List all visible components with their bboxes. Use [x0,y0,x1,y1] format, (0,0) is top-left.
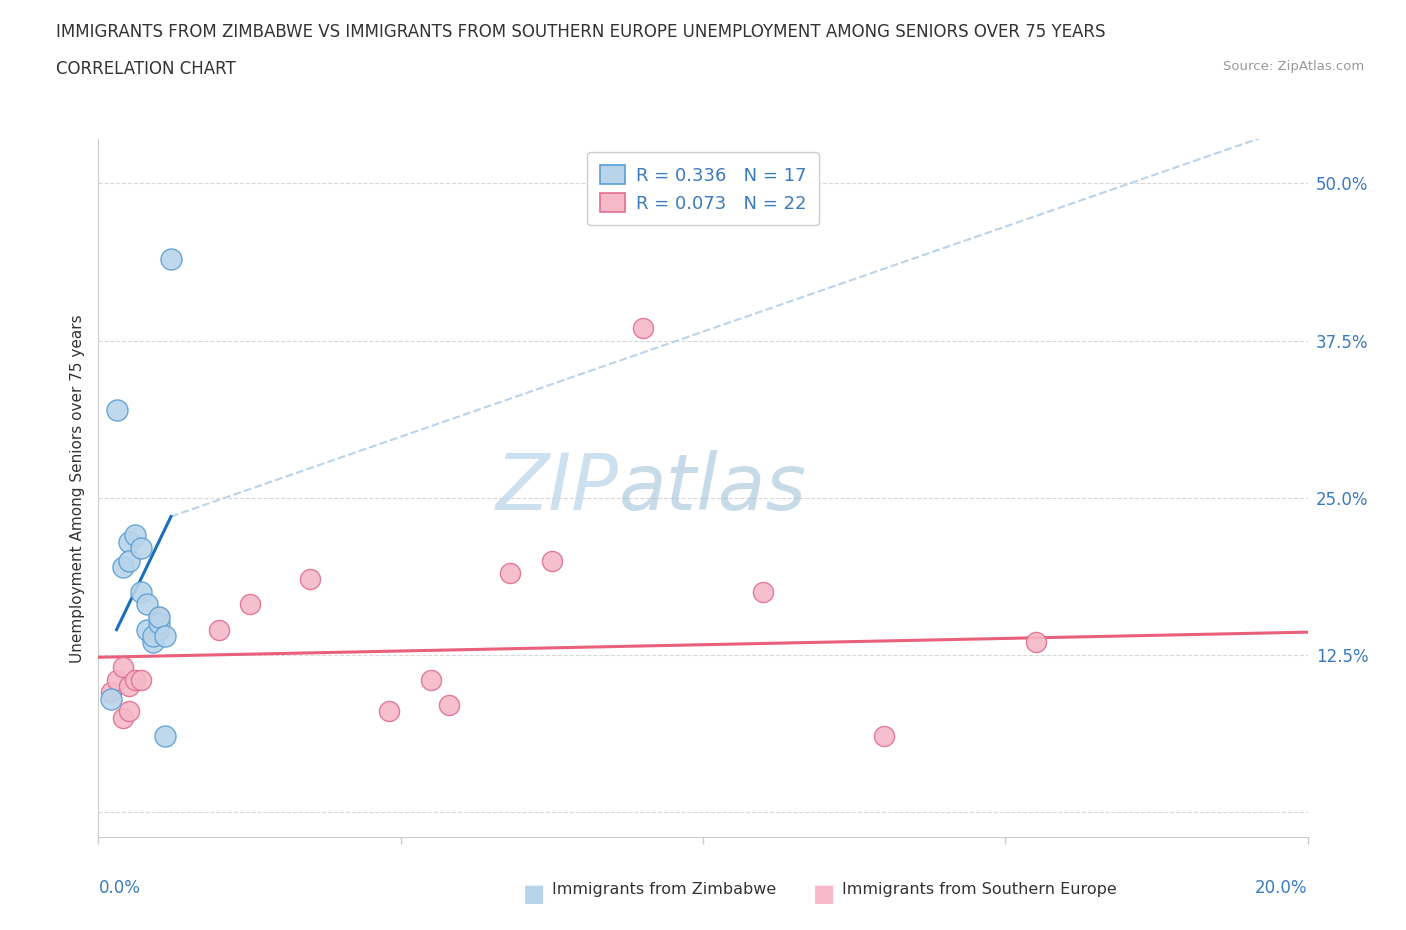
Text: ■: ■ [523,883,546,907]
Point [299,572,322,587]
Point [148,610,170,625]
Point [631,321,654,336]
Point [118,534,141,549]
Point [153,729,176,744]
Point [129,672,152,687]
Point [153,629,176,644]
Point [100,685,122,700]
Point [873,729,896,744]
Text: CORRELATION CHART: CORRELATION CHART [56,60,236,78]
Point [118,679,141,694]
Legend: R = 0.336   N = 17, R = 0.073   N = 22: R = 0.336 N = 17, R = 0.073 N = 22 [588,152,818,225]
Point [420,672,443,687]
Point [100,691,122,706]
Point [377,704,399,719]
Point [129,584,152,599]
Point [239,597,262,612]
Point [498,565,520,580]
Text: atlas: atlas [619,450,806,526]
Text: ■: ■ [813,883,835,907]
Text: 20.0%: 20.0% [1256,879,1308,897]
Point [142,635,165,650]
Point [540,553,562,568]
Point [148,622,170,637]
Text: IMMIGRANTS FROM ZIMBABWE VS IMMIGRANTS FROM SOUTHERN EUROPE UNEMPLOYMENT AMONG S: IMMIGRANTS FROM ZIMBABWE VS IMMIGRANTS F… [56,23,1105,41]
Point [148,616,170,631]
Point [129,540,152,555]
Point [105,672,128,687]
Point [105,403,128,418]
Text: Immigrants from Southern Europe: Immigrants from Southern Europe [842,883,1116,897]
Point [111,711,134,725]
Point [124,672,146,687]
Point [118,704,141,719]
Point [111,559,134,574]
Point [1024,635,1046,650]
Point [111,660,134,675]
Text: ZIP: ZIP [495,450,619,526]
Point [437,698,460,712]
Point [118,553,141,568]
Text: Source: ZipAtlas.com: Source: ZipAtlas.com [1223,60,1364,73]
Text: Immigrants from Zimbabwe: Immigrants from Zimbabwe [553,883,776,897]
Point [124,528,146,543]
Point [135,622,157,637]
Text: 0.0%: 0.0% [98,879,141,897]
Y-axis label: Unemployment Among Seniors over 75 years: Unemployment Among Seniors over 75 years [70,314,86,662]
Point [148,610,170,625]
Point [142,629,165,644]
Point [752,584,775,599]
Point [208,622,231,637]
Point [160,251,183,266]
Point [135,597,157,612]
